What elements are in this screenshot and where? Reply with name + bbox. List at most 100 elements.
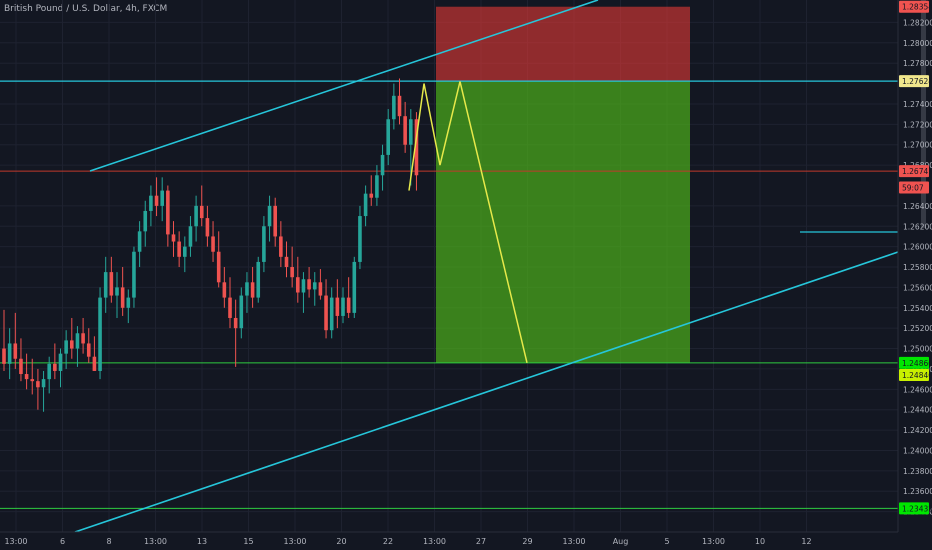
candle <box>284 241 289 278</box>
candle <box>177 231 181 268</box>
candle <box>2 309 6 371</box>
candle <box>216 231 221 288</box>
price-tick-label: 1.27200 <box>903 120 932 129</box>
candle <box>363 185 368 227</box>
price-tick-label: 1.28000 <box>903 39 932 48</box>
candle <box>149 185 153 227</box>
candle <box>380 144 385 191</box>
price-tag-label: 1.24860 <box>902 359 932 368</box>
candle-body <box>352 261 357 313</box>
candle-body <box>47 363 51 380</box>
channel-lower-line <box>74 251 899 533</box>
candle-body <box>262 226 266 262</box>
candle-body <box>109 272 114 296</box>
candle-body <box>36 381 40 388</box>
candle <box>103 256 108 313</box>
candle-body <box>19 358 23 375</box>
candle-body <box>346 297 351 313</box>
candle <box>296 256 300 303</box>
price-tick-label: 1.25200 <box>903 324 932 333</box>
candle-body <box>369 193 374 198</box>
candle-body <box>312 282 317 290</box>
candle-body <box>171 234 176 242</box>
price-tag <box>899 502 929 515</box>
candle <box>143 200 148 247</box>
candle-body <box>216 251 221 283</box>
candle <box>267 195 272 242</box>
candle-body <box>24 374 29 380</box>
time-tick-label: 13:00 <box>423 537 446 546</box>
chart-title: British Pound / U.S. Dollar, 4h, FXCM <box>4 4 168 14</box>
candle <box>358 205 362 270</box>
candle <box>19 338 23 382</box>
price-tag-label: 1.23432 <box>902 504 932 513</box>
candle <box>239 287 244 339</box>
candle <box>228 277 232 329</box>
candle <box>154 177 159 217</box>
candle-body <box>199 205 204 219</box>
candle <box>222 267 227 308</box>
candle-body <box>290 267 294 278</box>
candle <box>98 287 102 380</box>
candle <box>233 299 238 367</box>
time-tick-label: 12 <box>801 537 811 546</box>
candle-body <box>307 279 311 290</box>
price-tag-label: 1.24840 <box>902 371 932 380</box>
price-tag-label: 1.26741 <box>902 167 932 176</box>
candle-body <box>75 333 80 349</box>
candle <box>188 216 193 257</box>
candle-body <box>397 95 402 117</box>
price-tick-label: 1.26400 <box>903 202 932 211</box>
candle-body <box>2 348 6 364</box>
candle <box>414 112 419 191</box>
candle <box>403 101 407 153</box>
candle <box>245 272 249 313</box>
candle <box>312 272 317 306</box>
candle-body <box>98 297 102 371</box>
candle <box>7 328 12 380</box>
candle <box>335 279 340 329</box>
candle-body <box>279 236 283 257</box>
candle-body <box>13 343 18 359</box>
candle-body <box>188 226 193 247</box>
time-tick-label: 6 <box>60 537 65 546</box>
candle-body <box>250 282 255 298</box>
candle <box>199 185 204 227</box>
candle <box>290 246 294 288</box>
candle-body <box>86 343 91 357</box>
candle <box>279 221 283 268</box>
candle <box>392 83 396 130</box>
price-tag <box>899 356 929 369</box>
candle <box>81 317 85 354</box>
price-tick-label: 1.24400 <box>903 406 932 415</box>
candle <box>262 216 266 273</box>
candle <box>166 185 170 247</box>
candle-body <box>64 340 68 354</box>
price-tick-label: 1.25600 <box>903 283 932 292</box>
candle-body <box>386 119 390 155</box>
time-tick-label: 22 <box>383 537 393 546</box>
time-tick-label: 15 <box>243 537 253 546</box>
candle-body <box>324 295 328 331</box>
candle <box>273 197 277 247</box>
candle-body <box>222 282 227 298</box>
candle <box>397 78 402 125</box>
price-tick-label: 1.24600 <box>903 385 932 394</box>
candle-body <box>120 287 125 308</box>
candle <box>13 312 18 369</box>
candle-body <box>233 317 238 329</box>
candle-body <box>126 297 131 308</box>
candle <box>109 256 114 303</box>
candle-body <box>273 205 277 237</box>
candle <box>318 269 323 300</box>
candle-body <box>341 297 345 316</box>
time-axis <box>0 532 932 550</box>
candle-body <box>239 295 244 329</box>
candle <box>250 267 255 308</box>
price-tick-label: 1.27400 <box>903 100 932 109</box>
candle-body <box>194 205 198 227</box>
candle <box>115 272 119 318</box>
candle-body <box>409 119 413 145</box>
candle-body <box>143 210 148 232</box>
